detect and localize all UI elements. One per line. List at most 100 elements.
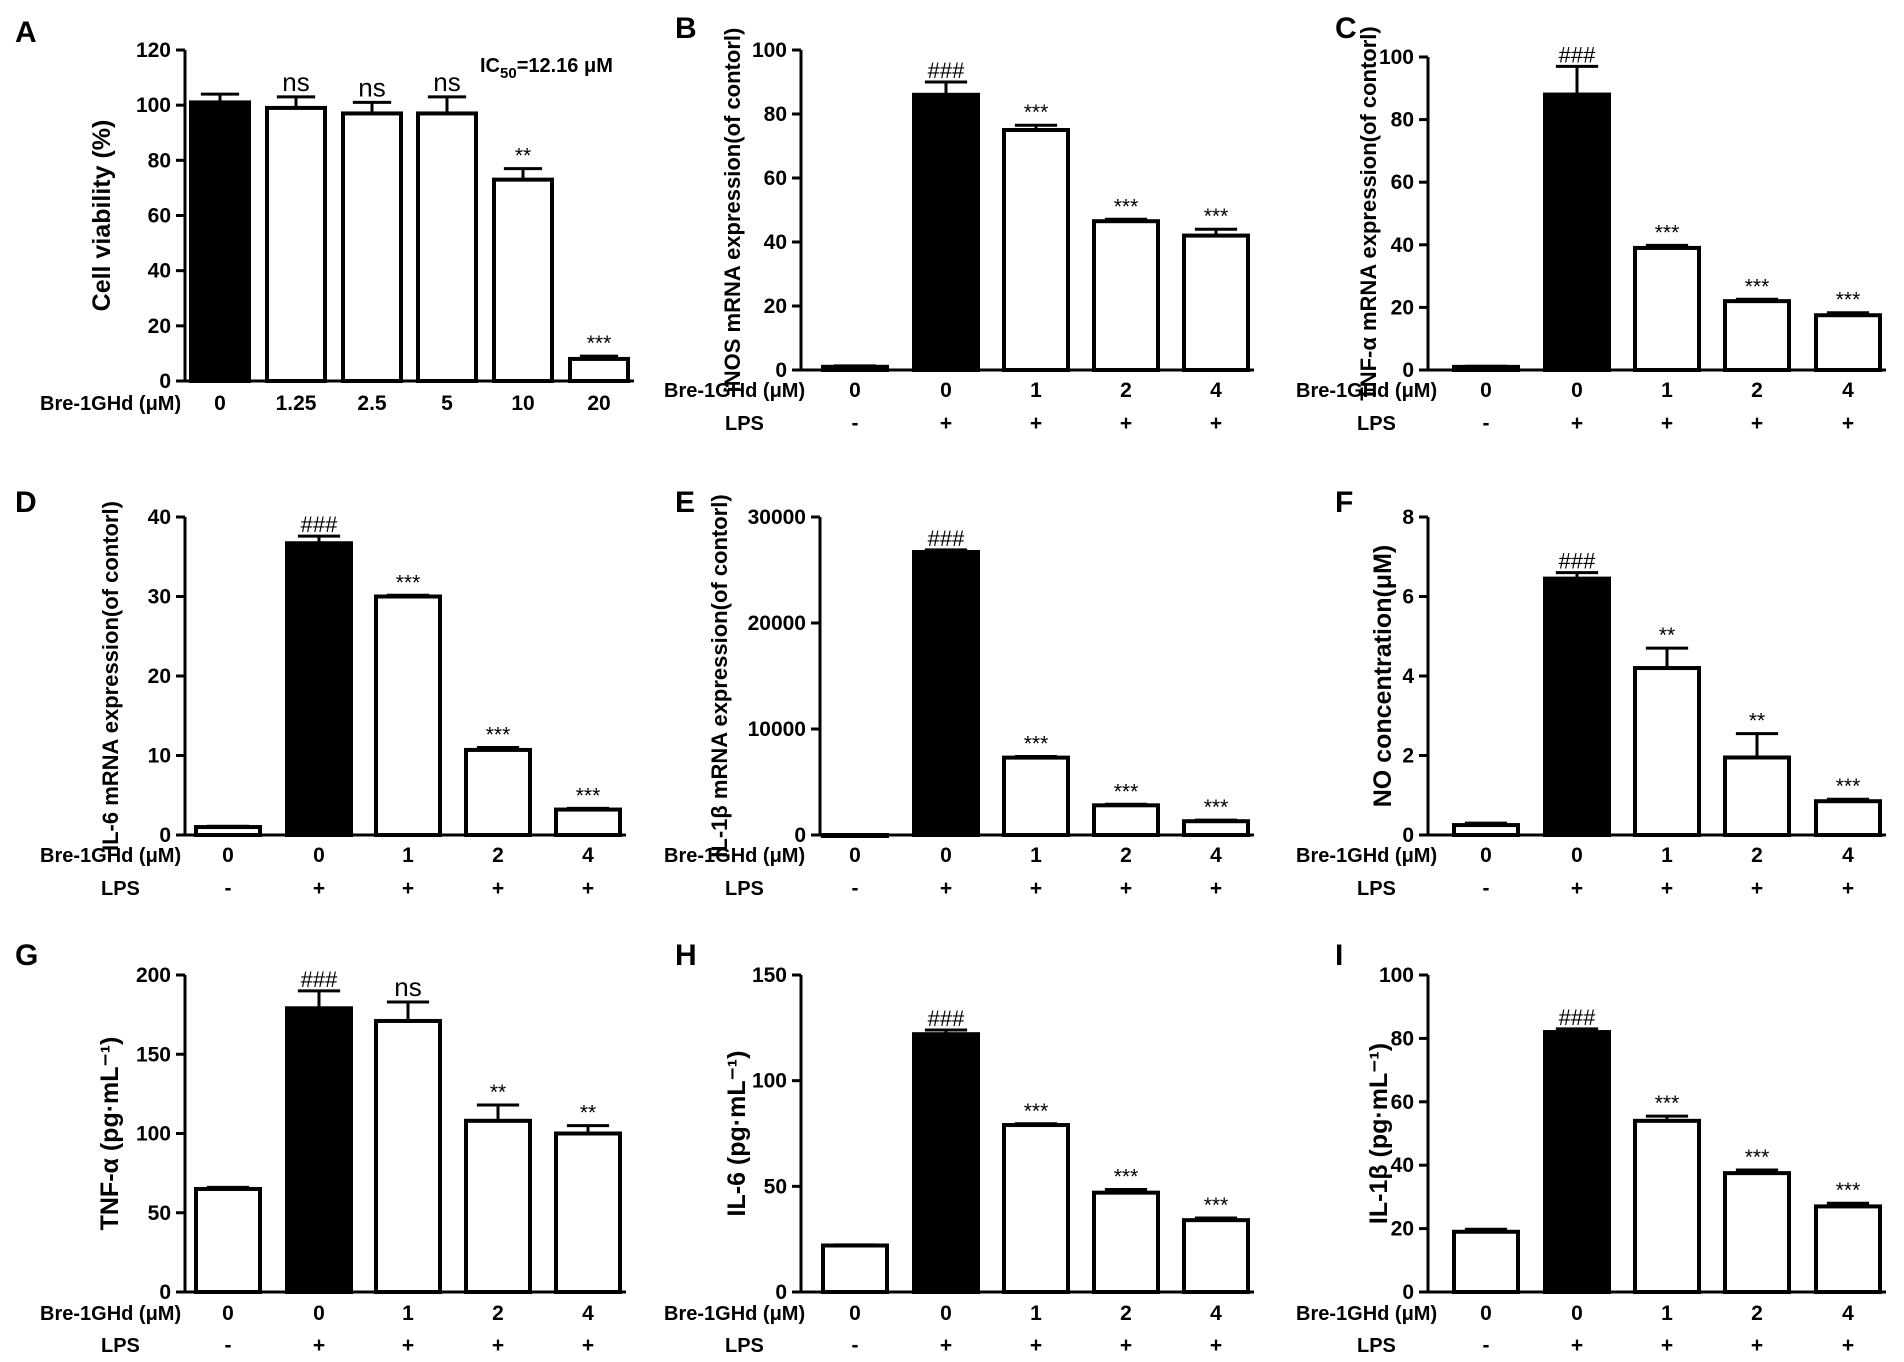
- ic50-value: =12.16 μM: [517, 55, 613, 77]
- lps-sign: +: [1571, 412, 1583, 435]
- x-tick-label: 0: [1480, 1302, 1492, 1325]
- x-tick-label: 0: [1571, 844, 1583, 867]
- significance-label: ***: [1024, 733, 1049, 756]
- x-tick-label: 1: [1661, 379, 1673, 402]
- lps-sign: +: [1571, 877, 1583, 900]
- lps-sign: -: [225, 877, 232, 900]
- lps-sign: +: [1842, 1334, 1854, 1357]
- panel-letter: C: [1335, 12, 1357, 45]
- significance-label: ***: [576, 784, 601, 807]
- bar: [1543, 92, 1611, 372]
- significance-label: ns: [394, 972, 421, 1002]
- lps-row-label: LPS: [725, 413, 764, 435]
- bar: [1814, 1204, 1882, 1295]
- y-tick-label: 20: [148, 315, 171, 338]
- lps-sign: +: [1030, 877, 1042, 900]
- lps-sign: +: [940, 877, 952, 900]
- bar: [554, 807, 622, 837]
- bar: [821, 1243, 889, 1295]
- lps-sign: -: [852, 1334, 859, 1357]
- y-axis-label: IL-6 (pg·mL⁻¹): [723, 1051, 751, 1217]
- bar: [1452, 1229, 1520, 1295]
- x-tick-label: 20: [587, 392, 610, 415]
- bar: [1452, 823, 1520, 837]
- significance-label: ###: [301, 967, 338, 992]
- x-tick-label: 10: [511, 392, 534, 415]
- x-tick-label: 5: [441, 392, 453, 415]
- lps-row-label: LPS: [101, 878, 140, 900]
- y-axis-label: NO concentration(μM): [1369, 545, 1397, 808]
- y-tick-label: 120: [136, 39, 171, 62]
- significance-label: ***: [1114, 780, 1139, 803]
- y-axis-label: iNOS mRNA expression(of contorl): [720, 28, 745, 393]
- x-tick-label: 1: [1661, 844, 1673, 867]
- x-tick-label: 1: [402, 1302, 414, 1325]
- y-tick-label: 20000: [748, 612, 806, 635]
- significance-label: ***: [1114, 195, 1139, 218]
- bar: [1723, 299, 1791, 373]
- lps-sign: +: [313, 877, 325, 900]
- y-tick-label: 80: [148, 149, 171, 172]
- bar: [1723, 755, 1791, 837]
- x-tick-label: 4: [1210, 1302, 1222, 1325]
- significance-label: ###: [928, 58, 965, 83]
- y-tick-label: 4: [1402, 665, 1414, 688]
- bar: [1092, 803, 1160, 838]
- significance-label: ###: [928, 1006, 965, 1031]
- significance-label: ***: [1655, 221, 1680, 244]
- x-tick-label: 2: [492, 844, 504, 867]
- bar: [1002, 1123, 1070, 1294]
- bar: [1182, 1218, 1250, 1294]
- x-tick-label: 2: [1751, 844, 1763, 867]
- treatment-row-label: Bre-1GHd (μM): [1296, 845, 1437, 867]
- lps-sign: +: [940, 412, 952, 435]
- significance-label: ***: [1204, 796, 1229, 819]
- bar: [1182, 233, 1250, 372]
- x-tick-label: 0: [849, 379, 861, 402]
- lps-sign: +: [1661, 1334, 1673, 1357]
- y-axis-label: IL-1β (pg·mL⁻¹): [1365, 1043, 1393, 1224]
- bar: [1814, 313, 1882, 373]
- panel-letter: G: [15, 939, 38, 972]
- panel-letter: E: [675, 486, 695, 519]
- x-tick-label: 0: [940, 844, 952, 867]
- lps-sign: +: [1210, 877, 1222, 900]
- lps-row-label: LPS: [1357, 413, 1396, 435]
- y-tick-label: 6: [1402, 586, 1414, 609]
- treatment-row-label: Bre-1GHd (μM): [40, 393, 181, 415]
- y-tick-label: 50: [148, 1202, 171, 1225]
- lps-sign: -: [1483, 1334, 1490, 1357]
- y-tick-label: 40: [148, 506, 171, 529]
- bar: [374, 1018, 442, 1295]
- bar: [492, 177, 554, 383]
- treatment-row-label: Bre-1GHd (μM): [40, 845, 181, 867]
- bar: [821, 832, 889, 838]
- y-tick-label: 100: [1379, 46, 1414, 69]
- significance-label: ***: [1204, 205, 1229, 228]
- lps-sign: -: [852, 412, 859, 435]
- x-tick-label: 4: [1842, 379, 1854, 402]
- treatment-row-label: Bre-1GHd (μM): [40, 1303, 181, 1325]
- significance-label: **: [1749, 710, 1765, 733]
- y-tick-label: 20: [148, 665, 171, 688]
- treatment-row-label: Bre-1GHd (μM): [664, 380, 805, 402]
- panel-letter: F: [1335, 486, 1353, 519]
- bar: [285, 541, 353, 837]
- x-tick-label: 2: [1120, 1302, 1132, 1325]
- y-tick-label: 40: [1391, 1154, 1414, 1177]
- significance-label: ns: [433, 67, 460, 97]
- panel-letter: A: [15, 16, 37, 49]
- y-tick-label: 20: [1391, 296, 1414, 319]
- y-tick-label: 0: [1402, 359, 1414, 382]
- significance-label: ###: [1559, 1005, 1596, 1030]
- bar: [416, 111, 478, 383]
- lps-sign: +: [582, 1334, 594, 1357]
- y-axis-label: Cell viability (%): [88, 120, 116, 312]
- significance-label: ***: [1836, 289, 1861, 312]
- panel-letter: B: [675, 12, 697, 45]
- lps-sign: +: [1210, 412, 1222, 435]
- bar: [464, 747, 532, 837]
- x-tick-label: 2: [1120, 379, 1132, 402]
- lps-row-label: LPS: [1357, 1335, 1396, 1357]
